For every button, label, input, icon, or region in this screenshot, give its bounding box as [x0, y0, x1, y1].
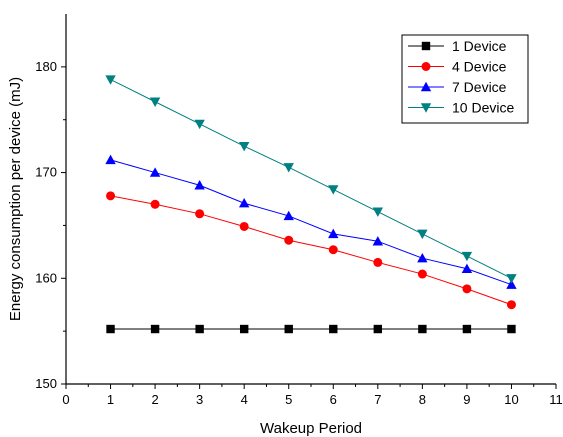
data-point	[195, 324, 204, 334]
data-point	[506, 300, 516, 310]
legend-marker	[420, 103, 432, 113]
data-point	[283, 210, 294, 221]
y-tick-label: 160	[35, 270, 57, 285]
data-point	[373, 257, 383, 267]
data-point	[284, 324, 293, 334]
legend-item: 7 Device	[408, 79, 507, 95]
data-point	[105, 75, 116, 85]
data-point	[239, 324, 249, 334]
legend-item: 10 Device	[408, 100, 514, 116]
data-point	[106, 324, 115, 334]
axes: 0 1 2 3 4 5 6 7 8 9 10 11 150 160 170 180	[35, 14, 563, 407]
x-tick-label: 7	[374, 392, 381, 407]
data-point	[417, 253, 428, 263]
x-tick-label: 4	[241, 392, 248, 407]
x-tick-label: 10	[504, 392, 518, 407]
y-tick-label: 150	[35, 376, 57, 391]
legend-label: 4 Device	[452, 59, 507, 75]
x-tick-label: 0	[62, 392, 69, 407]
series-line	[110, 159, 512, 286]
data-point	[194, 119, 205, 130]
data-point	[329, 324, 338, 334]
data-point	[238, 198, 250, 208]
series-line	[110, 79, 512, 279]
x-axis-title: Wakeup Period	[260, 420, 362, 437]
data-point	[417, 269, 427, 279]
legend-item: 4 Device	[408, 59, 507, 75]
data-point	[328, 228, 339, 239]
x-tick-label: 6	[330, 392, 337, 407]
data-point	[106, 191, 116, 201]
data-point	[149, 97, 161, 107]
data-point	[506, 279, 517, 289]
legend-marker	[420, 81, 432, 92]
series-4	[105, 75, 517, 284]
data-point	[507, 324, 516, 334]
data-point	[417, 229, 428, 240]
series-1	[106, 324, 516, 334]
data-point	[328, 245, 338, 255]
y-tick-label: 170	[35, 165, 57, 180]
data-point	[194, 180, 205, 190]
legend-marker	[421, 41, 431, 51]
series-3	[105, 154, 517, 289]
data-point	[105, 154, 116, 165]
legend-label: 7 Device	[452, 79, 507, 95]
series-line	[110, 195, 512, 306]
data-point	[150, 324, 160, 334]
data-point	[283, 163, 294, 173]
data-point	[461, 251, 473, 262]
data-point	[418, 324, 427, 334]
series-2	[106, 191, 516, 310]
data-point	[284, 235, 294, 245]
data-point	[462, 284, 472, 294]
data-point	[372, 236, 384, 246]
legend-label: 1 Device	[452, 38, 507, 54]
x-tick-label: 8	[419, 392, 426, 407]
data-point	[372, 207, 384, 217]
x-tick-label: 3	[196, 392, 203, 407]
data-point	[461, 263, 473, 273]
data-point	[238, 141, 250, 152]
legend-marker	[421, 62, 431, 71]
data-point	[373, 324, 383, 334]
x-tick-label: 2	[151, 392, 158, 407]
y-axis-title: Energy consumption per device (mJ)	[7, 77, 24, 321]
legend-item: 1 Device	[408, 38, 507, 54]
x-tick-label: 9	[463, 392, 470, 407]
x-tick-label: 5	[285, 392, 292, 407]
data-point	[506, 274, 517, 284]
data-point	[150, 199, 160, 209]
data-point	[328, 185, 339, 195]
data-point	[149, 167, 161, 177]
x-tick-label: 11	[549, 392, 563, 407]
data-point	[195, 209, 205, 219]
series-layer	[105, 75, 517, 334]
x-tick-label: 1	[107, 392, 114, 407]
data-point	[239, 221, 249, 231]
legend: 1 Device 4 Device 7 Device 10 Device	[401, 34, 529, 124]
data-point	[462, 324, 472, 334]
y-tick-label: 180	[35, 59, 57, 74]
legend-label: 10 Device	[452, 100, 514, 116]
